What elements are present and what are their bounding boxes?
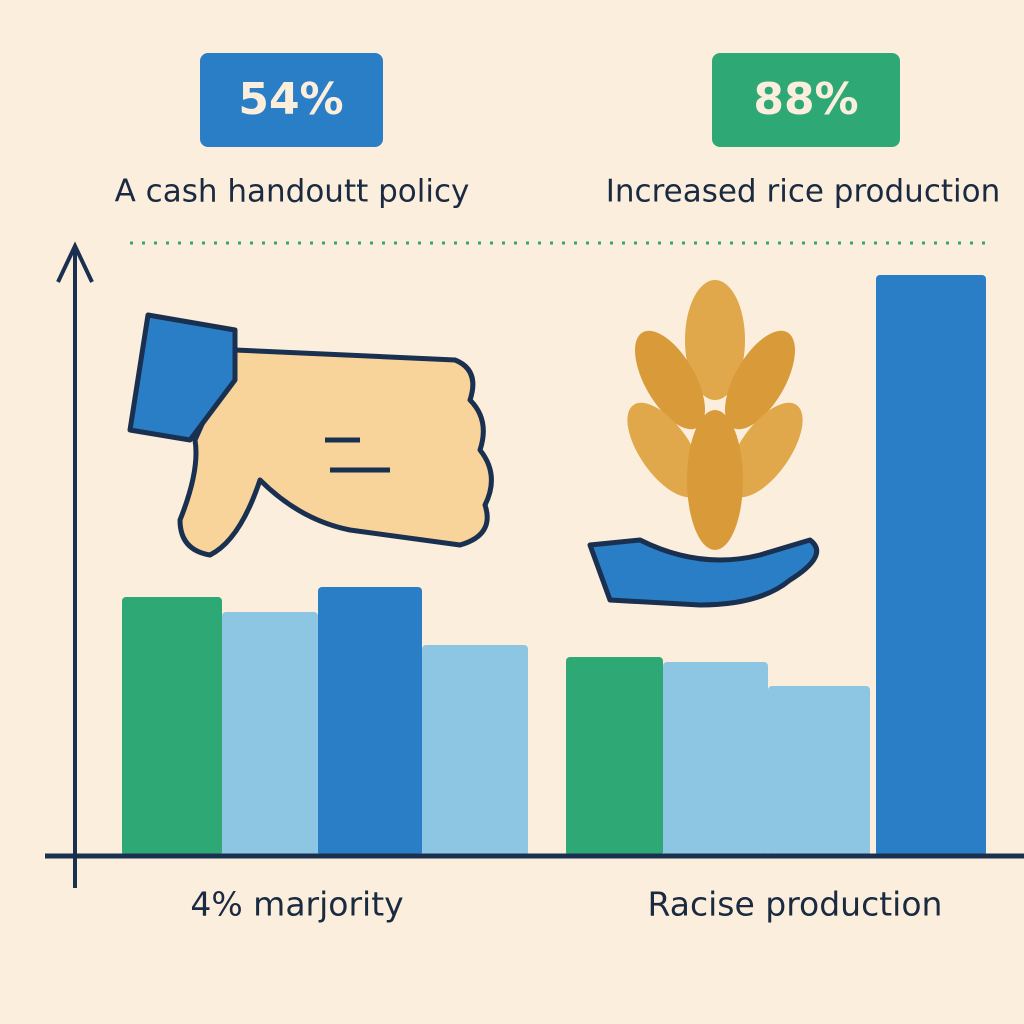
left-title: A cash handoutt policy xyxy=(115,174,470,210)
left-footer: 4% marjority xyxy=(190,885,403,924)
wheat-illustration xyxy=(587,280,820,608)
bar xyxy=(876,275,986,856)
bar xyxy=(768,686,870,856)
right-footer: Racise production xyxy=(648,885,943,924)
bar xyxy=(122,597,222,856)
badge-left-text: 54% xyxy=(238,74,343,125)
badge-right xyxy=(712,53,900,147)
bar xyxy=(318,587,422,856)
y-axis-arrow xyxy=(56,241,94,283)
right-title: Increased rice production xyxy=(606,174,1001,210)
hand-illustration xyxy=(127,312,494,558)
bar xyxy=(422,645,528,856)
bar xyxy=(663,662,768,856)
bars xyxy=(122,275,986,856)
badge-right-text: 88% xyxy=(753,74,858,125)
badge-left xyxy=(200,53,383,147)
bar xyxy=(566,657,663,856)
bar xyxy=(222,612,318,856)
